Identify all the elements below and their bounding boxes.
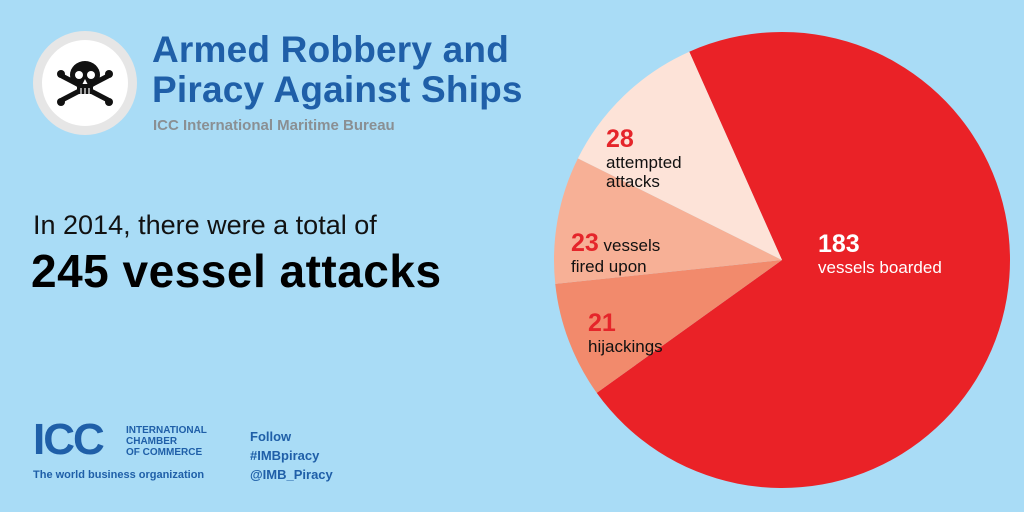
skull-crossbones-icon bbox=[57, 61, 113, 106]
page-subtitle: ICC International Maritime Bureau bbox=[153, 117, 395, 134]
icc-name-line-3: OF COMMERCE bbox=[126, 447, 203, 458]
slice-value-attempted-attacks: 28 bbox=[606, 125, 634, 153]
slice-label-attempted-attacks: 28 attempted attacks bbox=[606, 125, 682, 192]
slice-value-hijackings: 21 bbox=[588, 309, 616, 337]
slice-text-vessels-boarded: vessels boarded bbox=[818, 258, 942, 277]
slice-label-fired-upon: 23 vessels fired upon bbox=[571, 229, 661, 277]
follow-block: Follow #IMBpiracy @IMB_Piracy bbox=[250, 427, 333, 484]
hashtag-link[interactable]: #IMBpiracy bbox=[250, 448, 320, 463]
slice-text-attempted-1: attempted bbox=[606, 153, 682, 172]
slice-value-fired-upon: 23 bbox=[571, 229, 599, 257]
twitter-handle-link[interactable]: @IMB_Piracy bbox=[250, 467, 333, 482]
slice-label-hijackings: 21 hijackings bbox=[588, 309, 663, 357]
total-attacks-headline: 245 vessel attacks bbox=[31, 245, 442, 297]
total-intro-text: In 2014, there were a total of bbox=[33, 210, 377, 240]
pie-slice-hijackings bbox=[555, 260, 782, 393]
follow-label: Follow bbox=[250, 429, 292, 444]
pie-slice-attempted-attacks bbox=[577, 51, 782, 260]
icc-tagline: The world business organization bbox=[33, 469, 205, 481]
slice-text-fired-upon-2: fired upon bbox=[571, 257, 647, 276]
pie-slice-fired-upon bbox=[554, 158, 782, 284]
slice-value-vessels-boarded: 183 bbox=[818, 230, 860, 258]
slice-text-fired-upon-1: vessels bbox=[603, 236, 661, 255]
title-line-2: Piracy Against Ships bbox=[152, 69, 523, 110]
icc-full-name: INTERNATIONAL CHAMBER OF COMMERCE bbox=[126, 425, 207, 458]
title-line-1: Armed Robbery and bbox=[152, 29, 510, 70]
pie-slice-vessels-boarded bbox=[596, 31, 1011, 488]
icc-name-line-1: INTERNATIONAL bbox=[126, 425, 207, 436]
page-title: Armed Robbery and Piracy Against Ships bbox=[152, 30, 523, 110]
icc-logo: ICC bbox=[33, 415, 105, 464]
icc-name-line-2: CHAMBER bbox=[126, 436, 178, 447]
slice-label-vessels-boarded: 183 vessels boarded bbox=[818, 230, 942, 278]
slice-text-attempted-2: attacks bbox=[606, 172, 660, 191]
logo-badge bbox=[33, 31, 137, 135]
slice-text-hijackings: hijackings bbox=[588, 337, 663, 356]
